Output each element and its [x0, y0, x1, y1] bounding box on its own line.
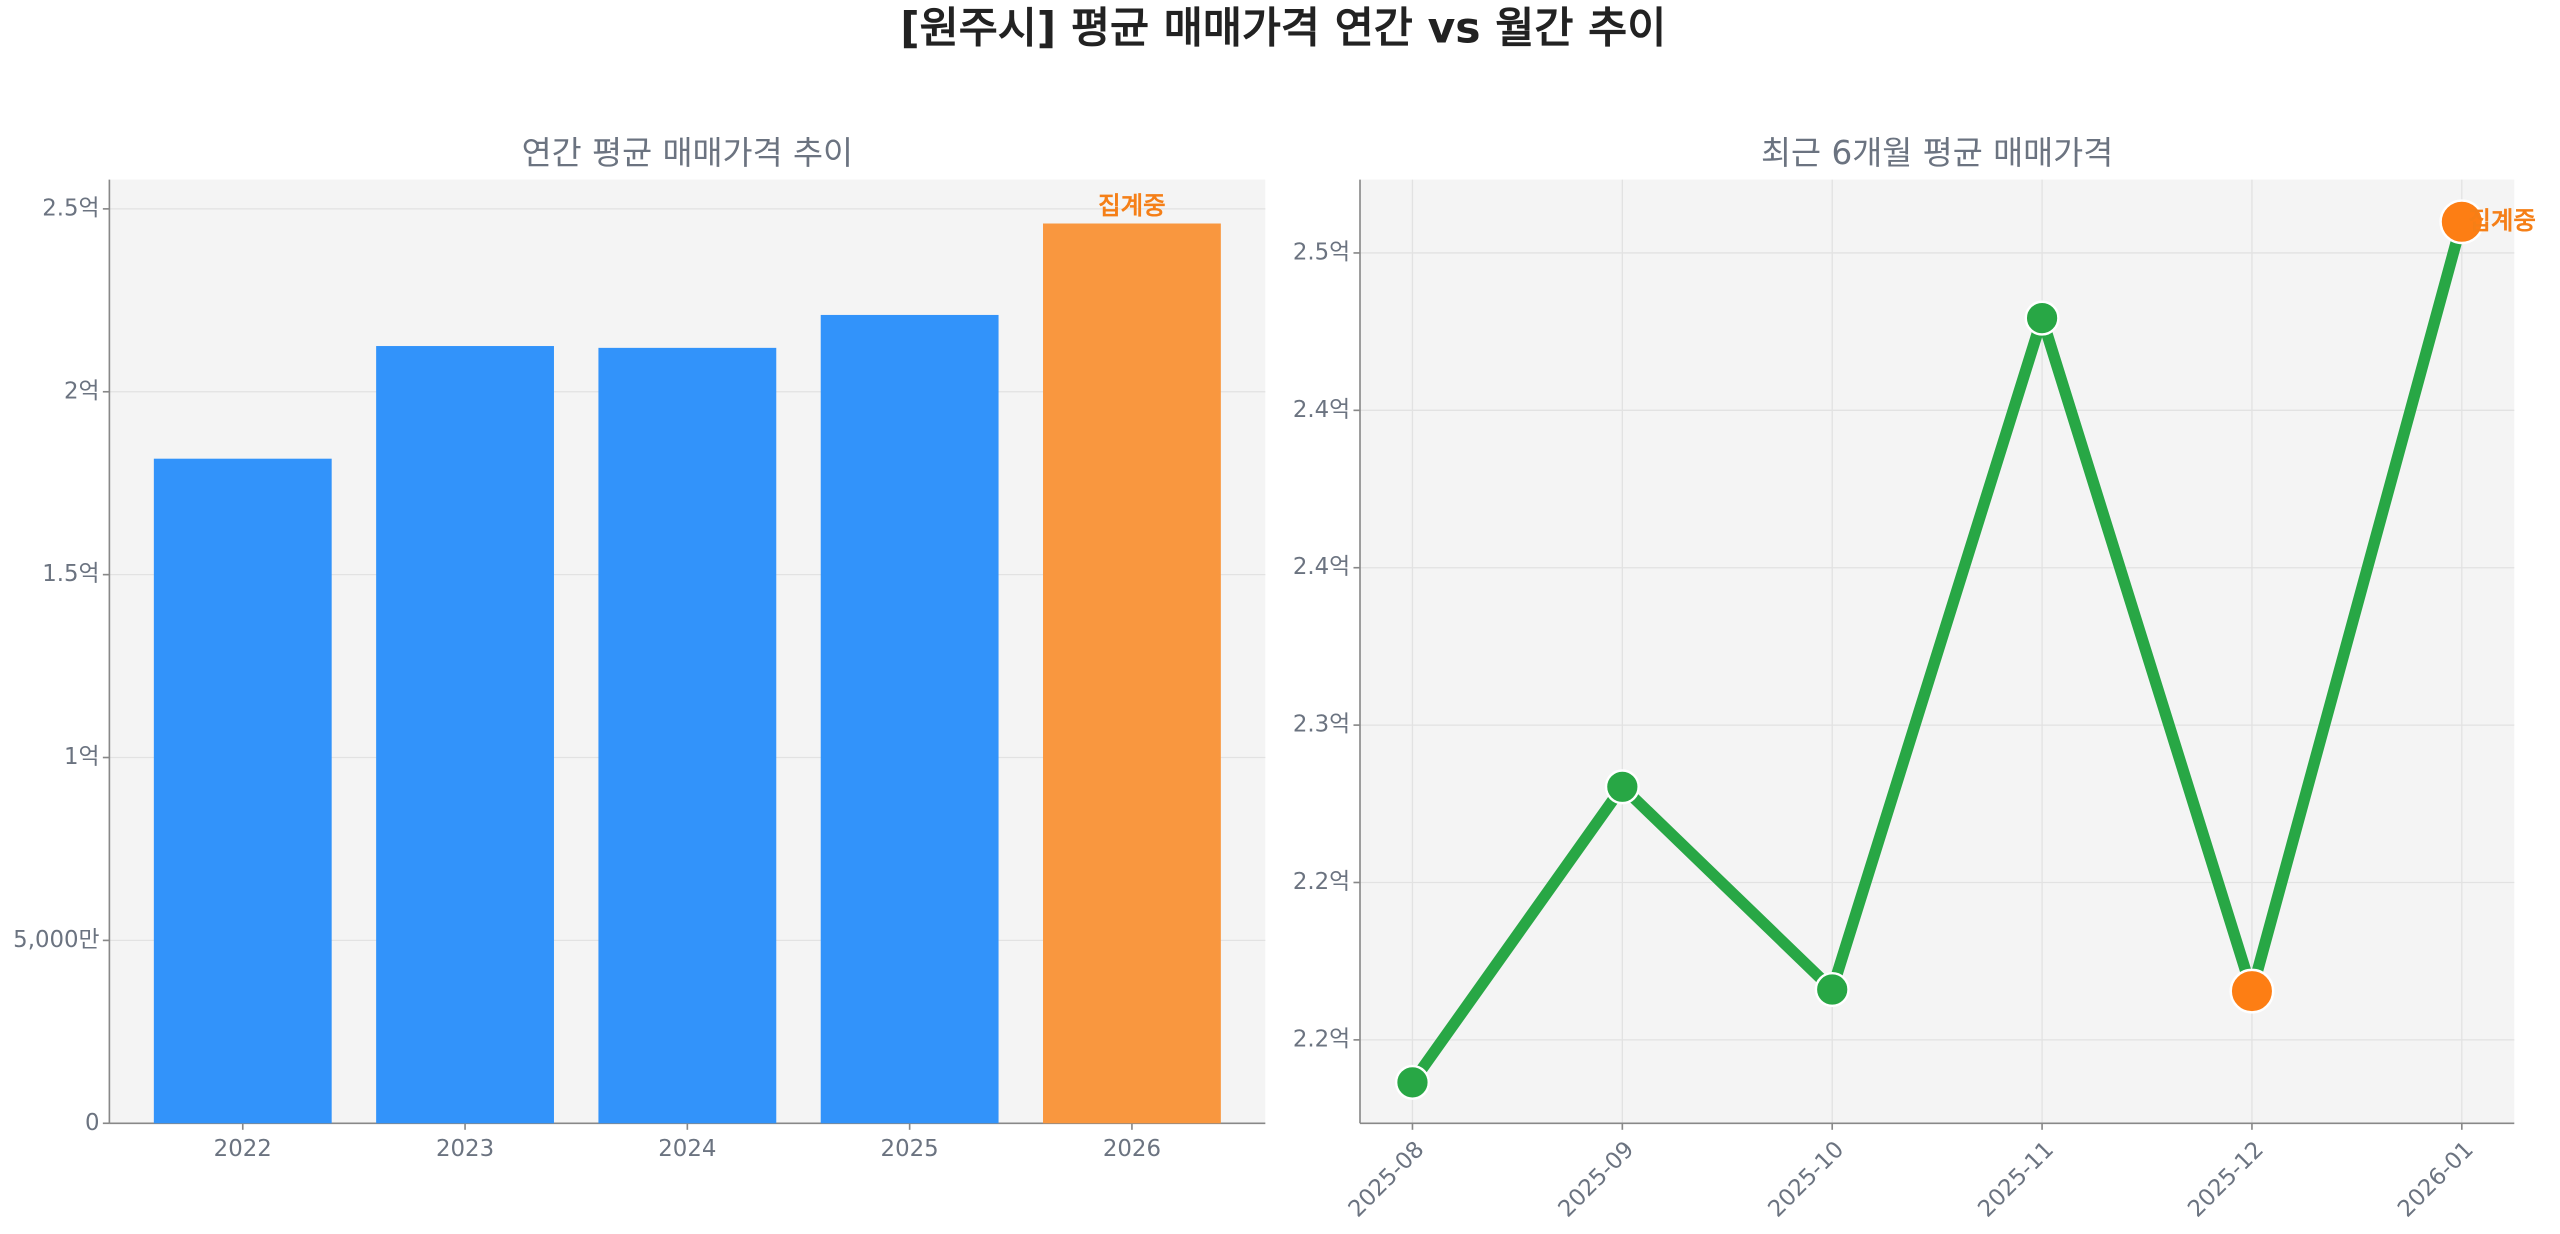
- y-tick-label: 2.3억: [1293, 712, 1350, 738]
- point: [2229, 968, 2275, 1014]
- x-tick-label: 2025-11: [1973, 1137, 2059, 1223]
- y-tick-label: 2억: [64, 378, 100, 404]
- x-tick-label: 2025: [881, 1136, 939, 1162]
- y-tick-label: 2.4억: [1293, 397, 1350, 423]
- y-tick-label: 5,000만: [13, 927, 99, 953]
- bar: [598, 347, 777, 1124]
- y-tick-label: 2.5억: [1293, 239, 1350, 265]
- y-tick-label: 0: [85, 1110, 100, 1136]
- x-tick-label: 2026-01: [2393, 1137, 2479, 1223]
- x-tick-label: 2024: [658, 1136, 716, 1162]
- annotation: 집계중: [2468, 206, 2536, 235]
- x-tick-label: 2025-10: [1763, 1137, 1849, 1223]
- bar: [153, 458, 332, 1124]
- x-tick-label: 2022: [214, 1136, 272, 1162]
- y-tick-label: 2.5억: [42, 195, 99, 221]
- point: [2024, 300, 2060, 336]
- point: [2439, 199, 2485, 245]
- bar: [1043, 223, 1221, 1124]
- x-tick-label: 2023: [436, 1136, 494, 1162]
- y-tick-label: 2.2억: [1293, 869, 1350, 895]
- bar: [820, 314, 999, 1124]
- page-title: [원주시] 평균 매매가격 연간 vs 월간 추이: [900, 5, 1666, 54]
- annotation: 집계중: [1098, 191, 1166, 220]
- chart-title: 연간 평균 매매가격 추이: [522, 134, 853, 172]
- x-tick-label: 2025-08: [1344, 1137, 1430, 1223]
- x-tick-label: 2025-12: [2183, 1137, 2269, 1223]
- line: [1407, 220, 2468, 1086]
- y-tick-label: 1.5억: [42, 561, 99, 587]
- chart-title: 최근 6개월 평균 매매가격: [1761, 134, 2113, 172]
- point: [1814, 971, 1850, 1008]
- point: [1394, 1064, 1431, 1100]
- point: [1604, 769, 1640, 805]
- y-tick-label: 1억: [64, 744, 100, 770]
- y-tick-label: 2.4억: [1293, 554, 1350, 580]
- x-tick-label: 2025-09: [1553, 1137, 1639, 1223]
- bar: [376, 346, 554, 1124]
- x-tick-label: 2026: [1103, 1136, 1161, 1162]
- y-tick-label: 2.2억: [1293, 1026, 1350, 1052]
